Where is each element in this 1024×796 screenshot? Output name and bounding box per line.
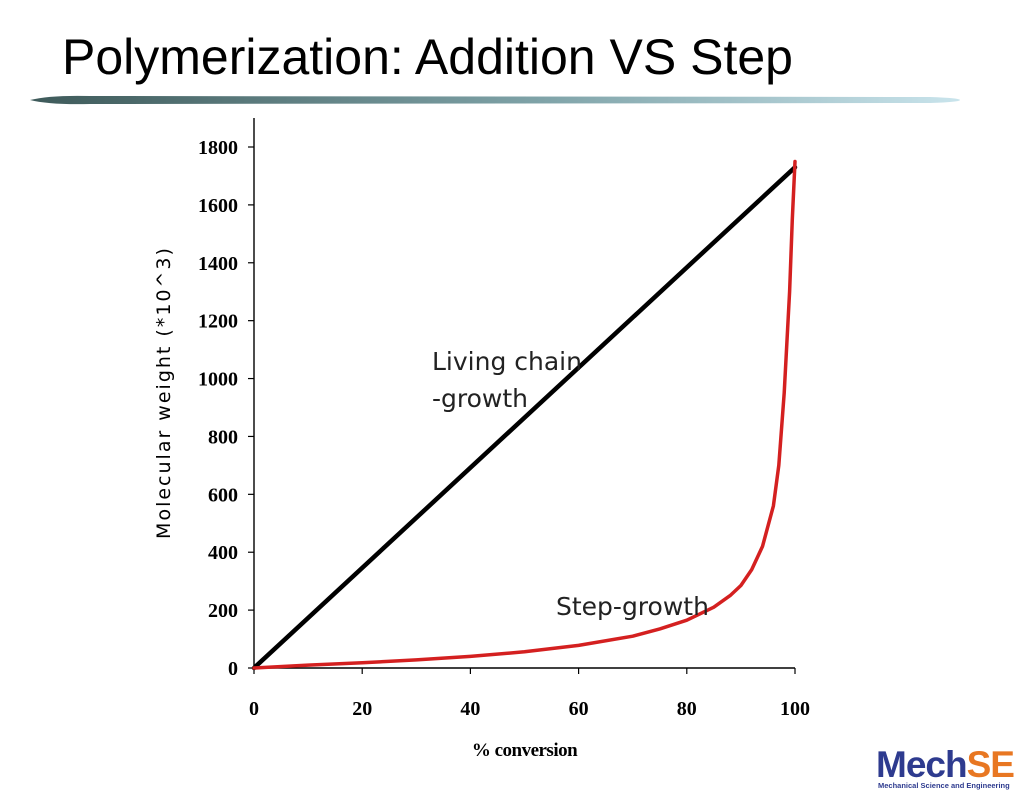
x-tick-label: 60 [569, 698, 589, 720]
living-chain-growth-line [251, 165, 798, 671]
x-tick-label: 80 [677, 698, 697, 720]
x-tick-label: 100 [780, 698, 810, 720]
step-growth-annotation: Step-growth [556, 592, 709, 621]
living-chain-annotation: -growth [432, 384, 528, 413]
slide-title: Polymerization: Addition VS Step [62, 29, 793, 85]
x-tick-label: 20 [352, 698, 372, 720]
series-group [251, 159, 798, 671]
y-tick-label: 0 [228, 658, 238, 680]
mechse-logo: MechSE Mechanical Science and Engineerin… [876, 744, 1024, 791]
x-tick-label: 0 [249, 698, 259, 720]
logo-subtitle: Mechanical Science and Engineering [878, 781, 1010, 790]
y-tick-label: 200 [208, 600, 238, 622]
y-tick-label: 600 [208, 484, 238, 506]
logo-wordmark: MechSE [876, 744, 1015, 786]
chart-labels: 0 200 400 600 800 1000 1200 1400 1600 1800 0 20 40 60… [153, 137, 810, 761]
y-tick-label: 1200 [198, 311, 238, 333]
logo-text-se: SE [966, 744, 1015, 785]
x-axis-title: % conversion [472, 740, 578, 761]
logo-text-mech: Mech [876, 744, 968, 785]
y-tick-label: 1800 [198, 137, 238, 159]
title-divider [30, 95, 960, 105]
x-tick-label: 40 [460, 698, 480, 720]
y-tick-label: 1400 [198, 253, 238, 275]
living-chain-annotation: Living chain [432, 347, 582, 376]
step-growth-curve [252, 159, 797, 670]
y-tick-label: 1000 [198, 369, 238, 391]
y-tick-label: 400 [208, 542, 238, 564]
y-tick-label: 800 [208, 426, 238, 448]
y-tick-label: 1600 [198, 195, 238, 217]
y-axis-title: Molecular weight (*10^3) [153, 246, 175, 539]
axes [248, 118, 796, 674]
